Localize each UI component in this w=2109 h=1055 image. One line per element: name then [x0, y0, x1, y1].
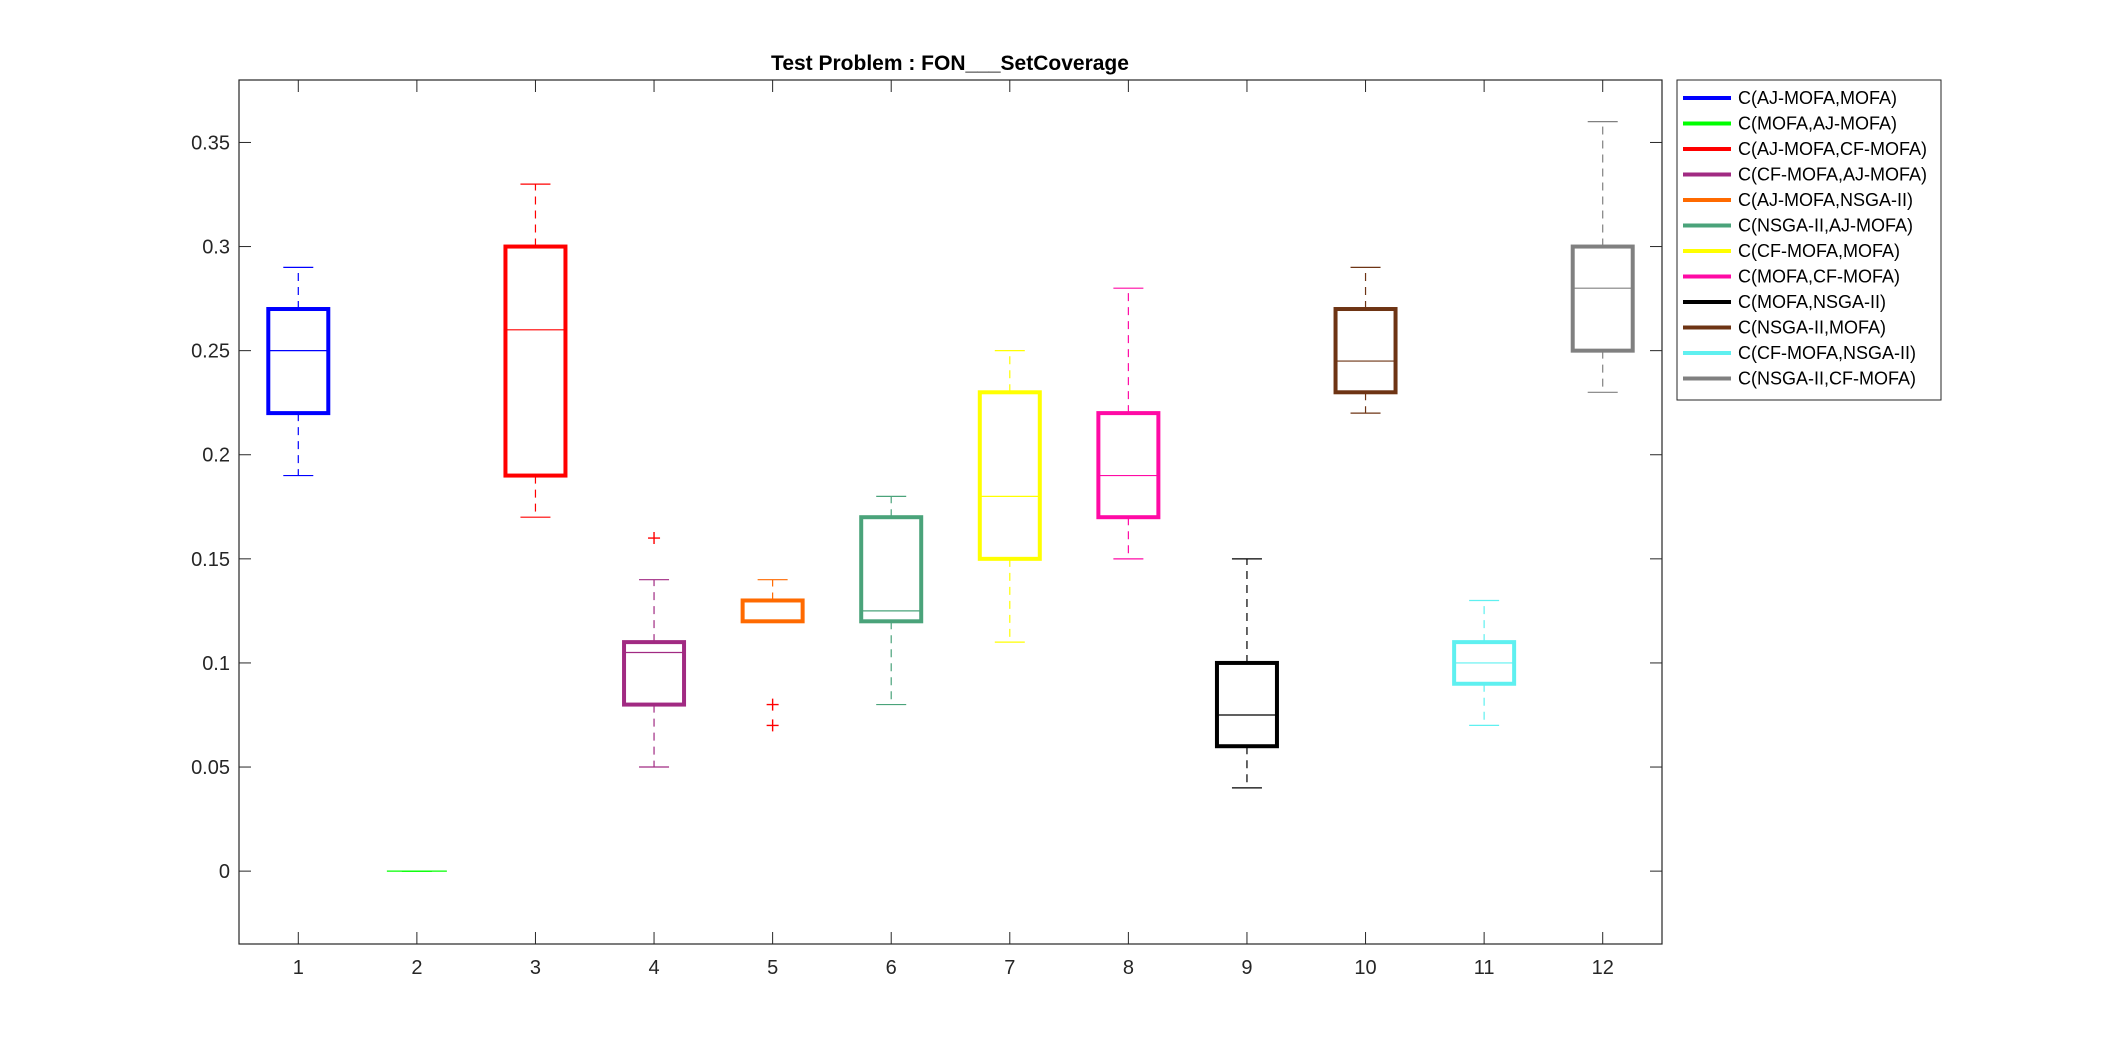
legend-label: C(CF-MOFA,AJ-MOFA) — [1738, 165, 1927, 185]
x-tick-label: 10 — [1354, 957, 1376, 979]
x-tick-label: 4 — [648, 957, 659, 979]
x-tick-label: 8 — [1123, 957, 1134, 979]
box-group — [1096, 287, 1161, 560]
y-tick-label: 0.1 — [202, 653, 230, 675]
legend-label: C(MOFA,CF-MOFA) — [1738, 267, 1900, 287]
x-tick-label: 11 — [1474, 957, 1495, 979]
x-tick-label: 2 — [411, 957, 422, 979]
box-group — [977, 350, 1042, 643]
box-group — [740, 579, 805, 732]
box — [1333, 307, 1398, 395]
legend: C(AJ-MOFA,MOFA) C(MOFA,AJ-MOFA) C(AJ-MOFA,… — [1676, 79, 1942, 401]
y-tick-label: 0.35 — [191, 132, 230, 154]
plot-frame — [238, 79, 1663, 945]
box-group — [1570, 121, 1635, 393]
outlier-marker — [648, 532, 661, 545]
axes: 00.050.10.150.20.250.30.351 2 3 4 5 6 7 8 9 10 11 1… — [191, 80, 1662, 979]
legend-label: C(AJ-MOFA,CF-MOFA) — [1738, 139, 1927, 159]
x-tick-label: 1 — [293, 957, 304, 979]
chart-title: Test Problem : FON___SetCoverage — [771, 52, 1129, 75]
box — [977, 390, 1042, 561]
plot-area — [238, 79, 1663, 945]
x-tick-label: 9 — [1241, 957, 1252, 979]
box-group — [503, 183, 568, 518]
box — [859, 515, 924, 624]
outlier-marker — [766, 719, 779, 732]
legend-label: C(CF-MOFA,MOFA) — [1738, 241, 1900, 261]
box — [1214, 660, 1279, 749]
box — [266, 307, 331, 416]
x-tick-label: 12 — [1592, 957, 1614, 979]
box — [622, 640, 687, 707]
box-group — [859, 495, 924, 706]
legend-frame — [1676, 79, 1942, 401]
box-group — [622, 532, 687, 768]
x-tick-label: 7 — [1004, 957, 1015, 979]
y-tick-label: 0.2 — [202, 445, 230, 467]
box-group — [1452, 599, 1517, 726]
outlier-marker — [766, 698, 779, 711]
box-group — [1333, 266, 1398, 414]
legend-label: C(NSGA-II,AJ-MOFA) — [1738, 216, 1913, 236]
y-tick-label: 0.15 — [191, 549, 230, 571]
box — [1096, 411, 1161, 520]
box — [503, 244, 568, 478]
y-tick-label: 0.3 — [202, 237, 230, 259]
box-plots — [266, 121, 1635, 872]
box-group — [1214, 558, 1279, 789]
x-tick-label: 5 — [767, 957, 778, 979]
legend-label: C(MOFA,AJ-MOFA) — [1738, 114, 1897, 134]
x-tick-label: 6 — [886, 957, 897, 979]
y-tick-label: 0.25 — [191, 341, 230, 363]
legend-label: C(NSGA-II,MOFA) — [1738, 318, 1886, 338]
legend-label: C(AJ-MOFA,MOFA) — [1738, 88, 1897, 108]
box — [1570, 244, 1635, 353]
legend-label: C(CF-MOFA,NSGA-II) — [1738, 343, 1916, 363]
legend-label: C(NSGA-II,CF-MOFA) — [1738, 369, 1916, 389]
x-tick-label: 3 — [530, 957, 541, 979]
box-group — [266, 266, 331, 477]
legend-label: C(MOFA,NSGA-II) — [1738, 292, 1886, 312]
legend-label: C(AJ-MOFA,NSGA-II) — [1738, 190, 1913, 210]
y-tick-label: 0 — [219, 861, 230, 883]
y-tick-label: 0.05 — [191, 757, 230, 779]
